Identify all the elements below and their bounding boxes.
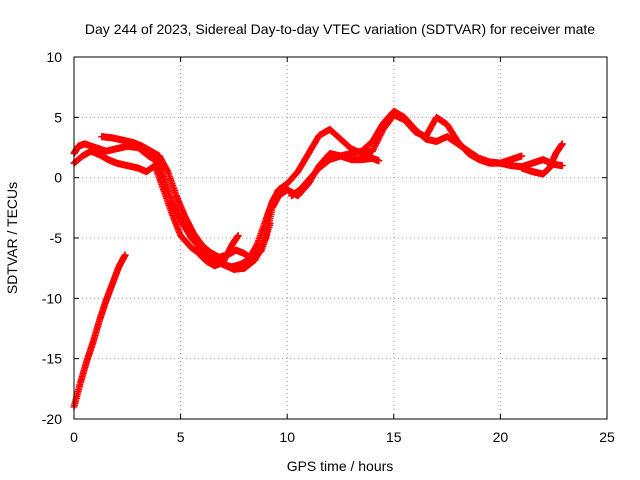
data-point [369, 146, 377, 154]
data-point [375, 133, 383, 141]
data-point [558, 162, 566, 170]
x-tick-label: 5 [177, 429, 185, 445]
series-track-E [287, 152, 383, 200]
x-axis-label: GPS time / hours [287, 458, 394, 474]
y-tick-label: -5 [50, 230, 63, 246]
y-tick-label: 5 [54, 109, 62, 125]
series-dip-D [194, 232, 242, 270]
series-initial-rise [70, 251, 129, 411]
data-point [375, 157, 383, 165]
data-point [376, 132, 384, 140]
y-axis-label: SDTVAR / TECUs [4, 182, 20, 294]
data-point [518, 152, 526, 160]
data-point [558, 140, 566, 148]
y-tick-label: 0 [54, 170, 62, 186]
y-tick-label: -15 [42, 351, 62, 367]
data-point [372, 141, 380, 149]
plot-frame [73, 56, 608, 420]
data-point [370, 144, 378, 152]
data-point [368, 147, 376, 155]
x-tick-label: 10 [279, 429, 295, 445]
data-point [266, 220, 274, 228]
y-tick-label: -10 [42, 290, 62, 306]
x-tick-label: 25 [599, 429, 615, 445]
data-series [70, 107, 566, 411]
x-tick-label: 0 [70, 429, 78, 445]
data-point [234, 232, 242, 240]
data-point [375, 135, 383, 143]
data-point [372, 139, 380, 147]
data-point [373, 138, 381, 146]
data-point [377, 130, 385, 138]
y-tick-label: 10 [46, 49, 62, 65]
chart-title: Day 244 of 2023, Sidereal Day-to-day VTE… [85, 21, 595, 37]
data-point [121, 251, 129, 259]
data-point [371, 142, 379, 150]
data-point [378, 129, 386, 137]
x-tick-label: 15 [386, 429, 402, 445]
grid-lines [74, 57, 607, 419]
series-track-F [518, 140, 566, 178]
y-tick-label: -20 [42, 411, 62, 427]
series-track-A [70, 107, 566, 273]
x-tick-label: 20 [493, 429, 509, 445]
data-point [374, 136, 382, 144]
axis-ticks: 0 5 10 15 20 25 10 5 0 -5 -10 -15 -20 [42, 49, 615, 445]
